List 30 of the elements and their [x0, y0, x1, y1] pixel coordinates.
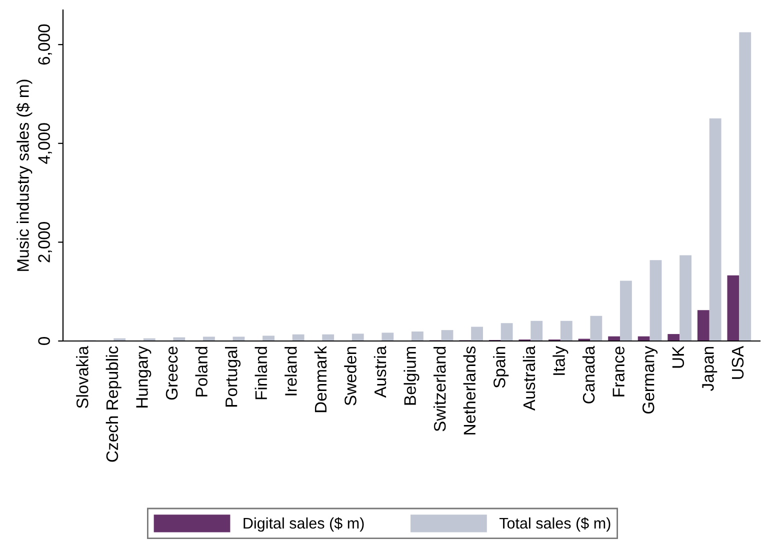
legend-label: Digital sales ($ m) — [244, 517, 364, 532]
x-tick-label: Ireland — [284, 346, 297, 396]
x-tick-label: Italy — [552, 346, 568, 375]
x-tick-label: Spain — [493, 346, 509, 388]
x-tick-label: Greece — [166, 346, 178, 400]
x-tick-label: USA — [732, 346, 744, 379]
x-tick-label: Australia — [522, 346, 536, 411]
x-tick-label: Japan — [702, 346, 718, 392]
x-tick-label: Belgium — [404, 346, 420, 405]
y-tick-label: 6,000 — [38, 24, 52, 65]
x-tick-label: Denmark — [314, 346, 327, 412]
x-tick-label: Portugal — [225, 346, 241, 407]
x-tick-label: Canada — [582, 346, 595, 404]
y-axis-title: Music industry sales ($ m) — [16, 80, 32, 271]
x-tick-label: Switzerland — [434, 346, 446, 432]
y-tick-label: 0 — [38, 337, 50, 345]
y-tick-label: 2,000 — [38, 222, 52, 262]
x-tick-label: Austria — [374, 346, 386, 398]
x-tick-label: UK — [672, 346, 684, 368]
x-tick-label: Poland — [195, 346, 208, 396]
x-tick-label: Czech Republic — [106, 346, 122, 462]
x-tick-label: Germany — [642, 346, 658, 414]
x-tick-label: Netherlands — [463, 346, 476, 434]
x-tick-label: Sweden — [344, 346, 356, 406]
x-tick-label: Slovakia — [76, 346, 88, 408]
y-tick-label: 4,000 — [38, 123, 52, 164]
x-tick-label: Hungary — [136, 346, 152, 408]
x-tick-label: Finland — [254, 346, 268, 400]
legend-label: Total sales ($ m) — [499, 517, 610, 532]
x-tick-label: France — [612, 346, 624, 396]
